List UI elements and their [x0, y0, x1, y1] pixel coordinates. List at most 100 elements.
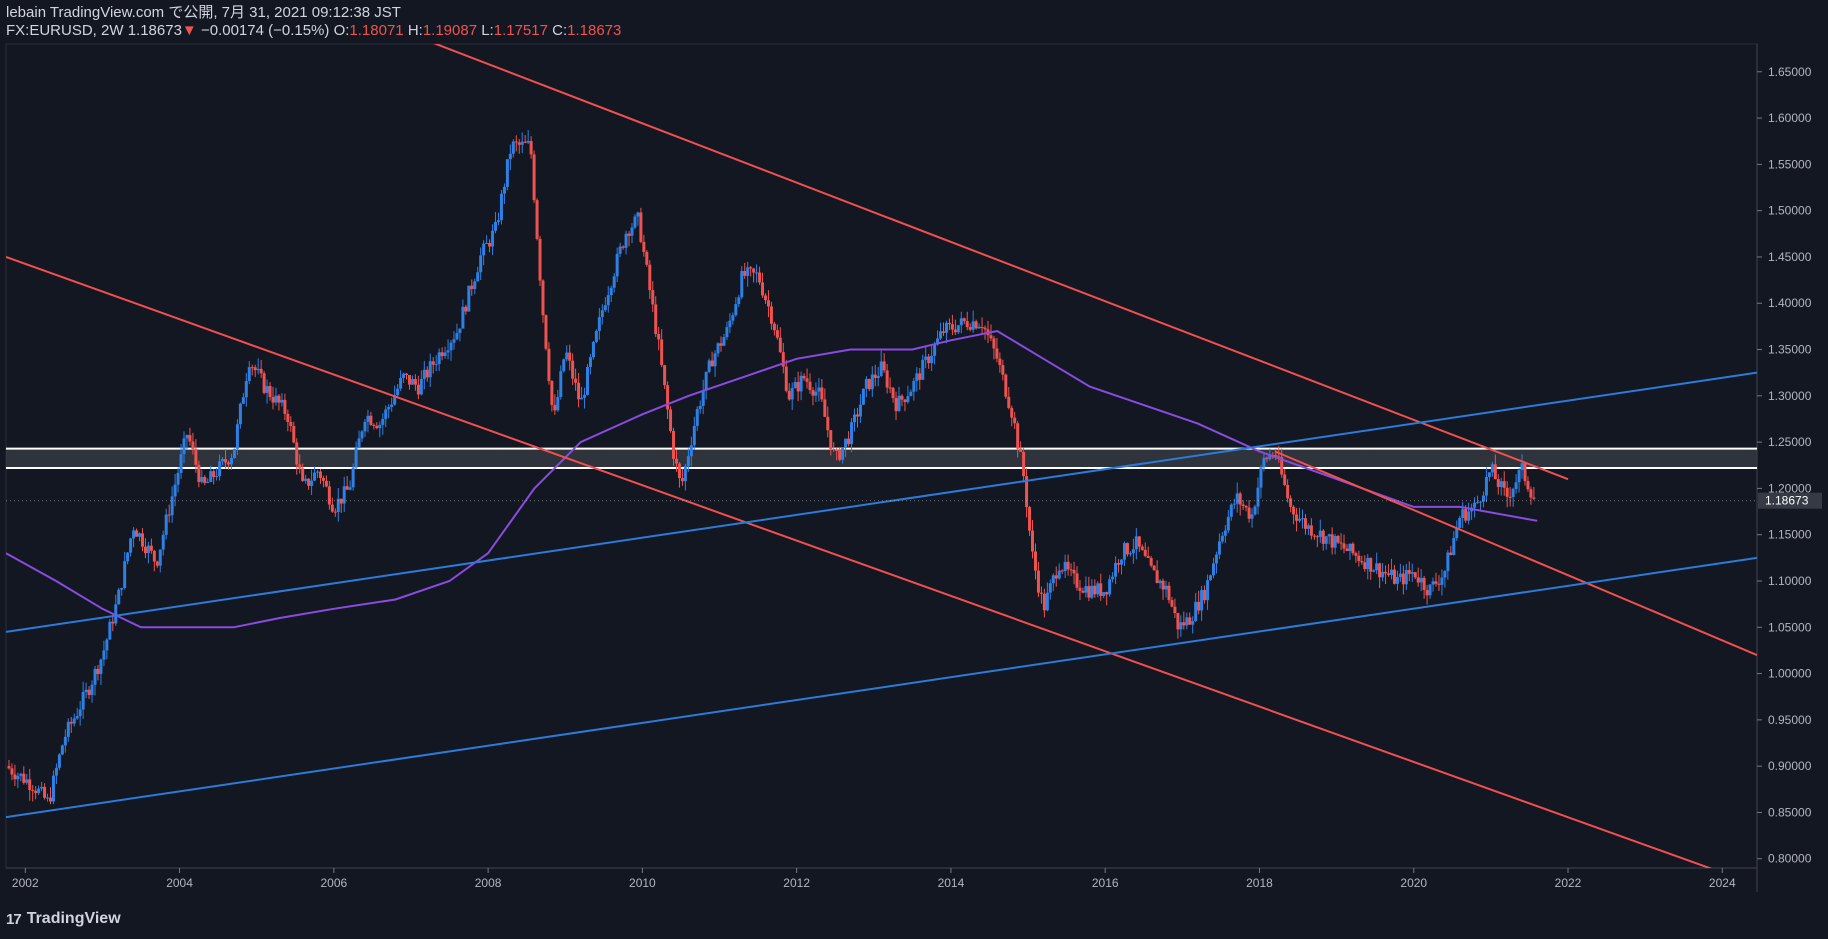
candle-body — [419, 378, 423, 395]
candle-body — [1036, 570, 1040, 593]
candle-body — [719, 343, 723, 346]
candle-body — [158, 549, 162, 566]
candle-body — [1300, 518, 1304, 520]
candle-body — [7, 766, 11, 769]
candle-body — [820, 387, 824, 400]
candle-body — [360, 431, 364, 439]
candle-body — [152, 550, 156, 562]
candle-body — [847, 438, 851, 445]
candle-body — [1004, 374, 1008, 397]
candle-body — [698, 405, 702, 410]
x-tick-label: 2024 — [1709, 876, 1736, 890]
candle-body — [577, 382, 581, 400]
plot-layer — [6, 44, 1757, 868]
candle-body — [1440, 577, 1444, 585]
candle-body — [971, 321, 975, 330]
candle-body — [295, 442, 299, 465]
candle-body — [894, 398, 898, 412]
candle-body — [185, 435, 189, 439]
x-tick-label: 2006 — [320, 876, 347, 890]
candle-body — [78, 709, 82, 717]
candle-body — [413, 379, 417, 385]
candle-body — [594, 330, 598, 342]
candle-body — [556, 396, 560, 411]
candle-body — [1241, 504, 1245, 507]
candle-body — [1217, 541, 1221, 555]
candle-body — [538, 238, 542, 281]
candle-body — [950, 324, 954, 330]
candle-body — [1452, 537, 1456, 555]
candle-body — [1120, 559, 1124, 565]
candle-body — [636, 212, 640, 217]
candle-body — [1476, 502, 1480, 504]
candle-body — [63, 736, 67, 746]
candle-body — [888, 387, 892, 389]
candle-body — [588, 357, 592, 367]
candle-body — [781, 352, 785, 367]
candle-body — [72, 718, 76, 724]
candle-body — [1069, 569, 1073, 571]
candle-body — [574, 378, 578, 383]
candle-body — [1229, 504, 1233, 517]
candle-body — [434, 364, 438, 366]
candle-body — [550, 380, 554, 405]
candle-body — [962, 318, 966, 322]
candle-body — [206, 481, 210, 483]
candle-body — [390, 404, 394, 407]
candle-body — [1105, 592, 1109, 595]
candle-body — [1342, 543, 1346, 549]
candle-body — [710, 360, 714, 367]
candle-body — [1128, 553, 1132, 555]
candle-body — [722, 337, 726, 346]
candle-body — [562, 359, 566, 372]
symbol-label[interactable]: FX:EURUSD, 2W — [6, 22, 124, 39]
candle-body — [1247, 507, 1251, 519]
candle-body — [87, 689, 91, 696]
candle-body — [1283, 474, 1287, 485]
y-tick-label: 1.35000 — [1768, 343, 1812, 357]
candle-body — [194, 448, 198, 465]
candle-body — [850, 422, 854, 445]
price-change: −0.00174 (−0.15%) — [200, 22, 330, 39]
candle-body — [1013, 417, 1017, 424]
x-tick-label: 2010 — [629, 876, 656, 890]
candle-body — [1176, 613, 1180, 630]
candle-body — [870, 374, 874, 390]
candle-body — [1179, 622, 1183, 630]
y-tick-label: 1.60000 — [1768, 111, 1812, 125]
candle-body — [16, 775, 20, 780]
candle-body — [410, 379, 414, 385]
candle-body — [443, 352, 447, 356]
trendline-blue-upper — [6, 371, 1757, 633]
candle-body — [1431, 581, 1435, 585]
candle-body — [876, 375, 880, 379]
candle-body — [197, 464, 201, 482]
candle-body — [215, 476, 219, 478]
x-tick-label: 2016 — [1092, 876, 1119, 890]
candle-body — [672, 430, 676, 459]
candle-body — [274, 395, 278, 403]
candle-body — [606, 295, 610, 306]
brand-footer[interactable]: 17 TradingView — [6, 910, 121, 928]
candle-body — [170, 496, 174, 516]
candle-body — [1253, 506, 1257, 515]
candle-body — [1114, 563, 1118, 577]
candle-body — [1428, 584, 1432, 596]
candle-body — [1096, 583, 1100, 595]
candle-body — [1295, 514, 1299, 521]
candle-body — [1455, 527, 1459, 538]
candle-body — [624, 233, 628, 248]
candle-body — [96, 668, 100, 674]
candle-body — [1413, 572, 1417, 578]
candle-body — [956, 325, 960, 333]
candle-body — [437, 352, 441, 365]
y-tick-label: 1.05000 — [1768, 620, 1812, 634]
candle-body — [93, 668, 97, 685]
candle-body — [232, 448, 236, 459]
candle-body — [19, 773, 23, 776]
candle-body — [1161, 580, 1165, 590]
candle-body — [268, 386, 272, 398]
candle-body — [179, 454, 183, 473]
candle-body — [60, 745, 64, 755]
